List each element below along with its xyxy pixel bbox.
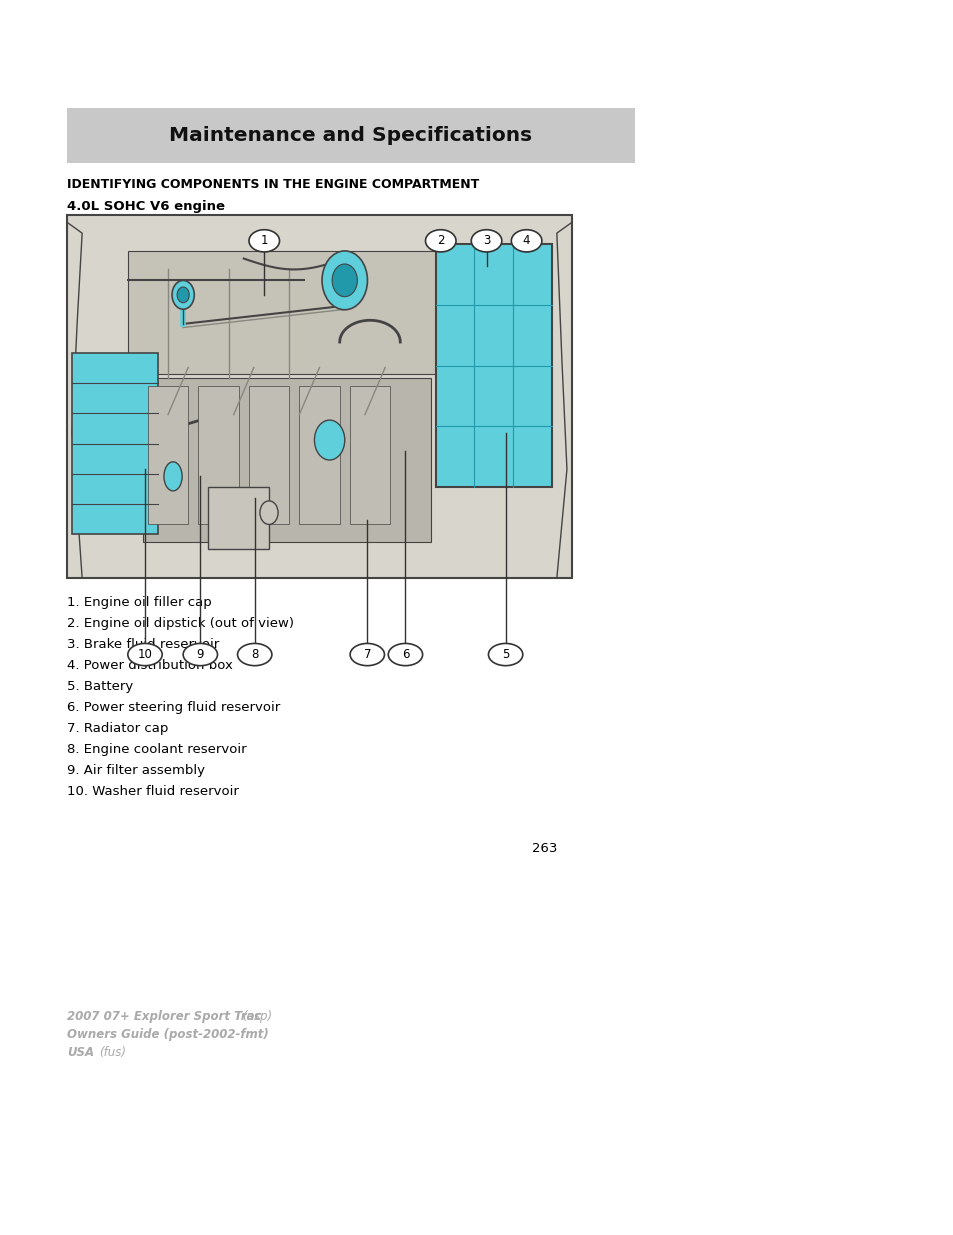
- Text: 3. Brake fluid reservoir: 3. Brake fluid reservoir: [67, 638, 219, 651]
- Ellipse shape: [314, 420, 344, 459]
- Circle shape: [332, 264, 357, 296]
- Text: 9: 9: [196, 648, 204, 661]
- Ellipse shape: [164, 462, 182, 490]
- Text: 6. Power steering fluid reservoir: 6. Power steering fluid reservoir: [67, 701, 280, 714]
- Ellipse shape: [128, 643, 162, 666]
- Text: 10: 10: [137, 648, 152, 661]
- Text: 1: 1: [260, 235, 268, 247]
- Text: 9. Air filter assembly: 9. Air filter assembly: [67, 764, 205, 777]
- Ellipse shape: [350, 643, 384, 666]
- Text: 8: 8: [251, 648, 258, 661]
- FancyBboxPatch shape: [128, 251, 445, 374]
- FancyBboxPatch shape: [67, 107, 635, 163]
- Text: IDENTIFYING COMPONENTS IN THE ENGINE COMPARTMENT: IDENTIFYING COMPONENTS IN THE ENGINE COM…: [67, 178, 478, 191]
- Ellipse shape: [511, 230, 541, 252]
- Text: Maintenance and Specifications: Maintenance and Specifications: [170, 126, 532, 144]
- Ellipse shape: [183, 643, 217, 666]
- Text: Owners Guide (post-2002-fmt): Owners Guide (post-2002-fmt): [67, 1028, 269, 1041]
- Ellipse shape: [388, 643, 422, 666]
- FancyBboxPatch shape: [67, 215, 572, 578]
- Text: 3: 3: [482, 235, 490, 247]
- Ellipse shape: [249, 230, 279, 252]
- Text: 2. Engine oil dipstick (out of view): 2. Engine oil dipstick (out of view): [67, 618, 294, 630]
- Text: 4.0L SOHC V6 engine: 4.0L SOHC V6 engine: [67, 200, 225, 212]
- Text: 263: 263: [532, 842, 558, 855]
- Text: 7: 7: [363, 648, 371, 661]
- Text: 1. Engine oil filler cap: 1. Engine oil filler cap: [67, 597, 212, 609]
- Text: USA: USA: [67, 1046, 94, 1058]
- Circle shape: [322, 251, 367, 310]
- Text: 2007 07+ Explorer Sport Trac: 2007 07+ Explorer Sport Trac: [67, 1010, 261, 1023]
- FancyBboxPatch shape: [350, 385, 390, 524]
- FancyBboxPatch shape: [198, 385, 238, 524]
- Text: (fus): (fus): [99, 1046, 126, 1058]
- FancyBboxPatch shape: [72, 353, 158, 535]
- Text: 5: 5: [501, 648, 509, 661]
- FancyBboxPatch shape: [299, 385, 339, 524]
- FancyBboxPatch shape: [208, 488, 269, 550]
- FancyBboxPatch shape: [249, 385, 289, 524]
- Text: 4: 4: [522, 235, 530, 247]
- Circle shape: [177, 287, 189, 303]
- Text: 2: 2: [436, 235, 444, 247]
- Circle shape: [259, 501, 277, 525]
- Circle shape: [172, 280, 194, 309]
- FancyBboxPatch shape: [143, 378, 430, 542]
- FancyBboxPatch shape: [148, 385, 188, 524]
- Text: 8. Engine coolant reservoir: 8. Engine coolant reservoir: [67, 743, 247, 756]
- Ellipse shape: [237, 643, 272, 666]
- Text: 5. Battery: 5. Battery: [67, 680, 133, 693]
- Text: 4. Power distribution box: 4. Power distribution box: [67, 659, 233, 672]
- Ellipse shape: [471, 230, 501, 252]
- Text: 7. Radiator cap: 7. Radiator cap: [67, 722, 168, 735]
- Ellipse shape: [425, 230, 456, 252]
- FancyBboxPatch shape: [436, 245, 551, 488]
- Text: 10. Washer fluid reservoir: 10. Washer fluid reservoir: [67, 785, 238, 798]
- Ellipse shape: [488, 643, 522, 666]
- Text: (esp): (esp): [242, 1010, 272, 1023]
- Text: 6: 6: [401, 648, 409, 661]
